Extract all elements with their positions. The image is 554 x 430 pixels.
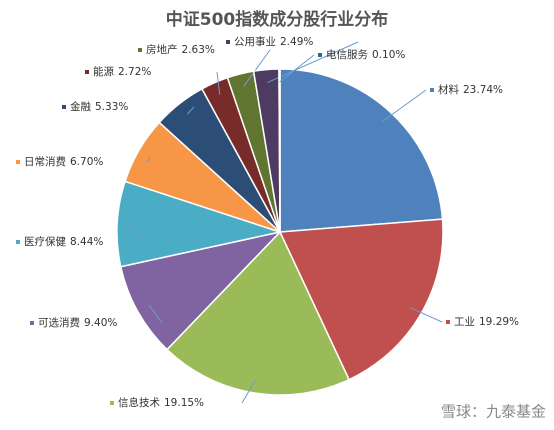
legend-marker <box>138 48 142 52</box>
legend-marker <box>226 40 230 44</box>
value-label: 5.33% <box>95 101 128 113</box>
leader-line <box>129 224 149 243</box>
category-label: 日常消费 <box>24 155 66 168</box>
pie-slice <box>116 180 283 268</box>
category-label: 材料 <box>438 83 459 96</box>
value-label: 23.74% <box>463 84 503 96</box>
legend-marker <box>446 320 450 324</box>
leader-line <box>267 41 359 84</box>
value-label: 2.72% <box>118 66 151 78</box>
data-label: 信息技术 19.15% <box>118 396 204 409</box>
pie-slice <box>119 230 283 351</box>
data-label: 可选消费 9.40% <box>38 316 117 329</box>
value-label: 0.10% <box>372 49 405 61</box>
data-label: 材料 23.74% <box>438 83 503 96</box>
category-label: 金融 <box>70 100 91 113</box>
leader-line <box>147 156 151 163</box>
value-label: 6.70% <box>70 156 103 168</box>
value-label: 19.15% <box>164 397 204 409</box>
data-label: 房地产 2.63% <box>146 43 215 56</box>
value-label: 2.49% <box>280 36 313 48</box>
pie-slice <box>165 230 351 396</box>
leader-line <box>279 54 315 83</box>
leader-line <box>409 306 443 323</box>
leader-line <box>381 89 427 123</box>
category-label: 电信服务 <box>326 48 368 61</box>
legend-marker <box>30 321 34 325</box>
value-label: 9.40% <box>84 317 117 329</box>
pie-slice <box>279 68 444 233</box>
legend-marker <box>318 53 322 57</box>
data-label: 金融 5.33% <box>70 100 128 113</box>
leader-line <box>216 71 221 95</box>
watermark: 雪球：九泰基金 <box>441 403 546 421</box>
category-label: 工业 <box>454 316 475 328</box>
leader-line <box>241 379 256 404</box>
data-label: 工业 19.29% <box>454 316 519 328</box>
data-label: 能源 2.72% <box>93 65 151 78</box>
data-label: 公用事业 2.49% <box>234 35 313 48</box>
category-label: 可选消费 <box>38 316 80 329</box>
pie-slice <box>278 68 281 233</box>
legend-marker <box>16 240 20 244</box>
leader-line <box>243 49 271 87</box>
legend-marker <box>85 70 89 74</box>
chart-title: 中证500指数成分股行业分布 <box>166 9 389 30</box>
legend-marker <box>110 401 114 405</box>
data-label: 医疗保健 8.44% <box>24 235 103 248</box>
category-label: 公用事业 <box>234 35 276 48</box>
category-label: 医疗保健 <box>24 235 66 248</box>
legend-marker <box>430 88 434 92</box>
category-label: 信息技术 <box>118 396 160 409</box>
leader-line <box>148 304 163 324</box>
value-label: 8.44% <box>70 236 103 248</box>
data-label: 电信服务 0.10% <box>326 48 405 61</box>
legend-marker <box>16 160 20 164</box>
data-label: 日常消费 6.70% <box>24 155 103 168</box>
category-label: 能源 <box>93 65 114 78</box>
value-label: 2.63% <box>182 44 215 56</box>
pie-slice <box>278 218 444 381</box>
legend-marker <box>62 105 66 109</box>
category-label: 房地产 <box>146 43 178 56</box>
leader-line <box>186 106 195 115</box>
value-label: 19.29% <box>479 316 519 328</box>
